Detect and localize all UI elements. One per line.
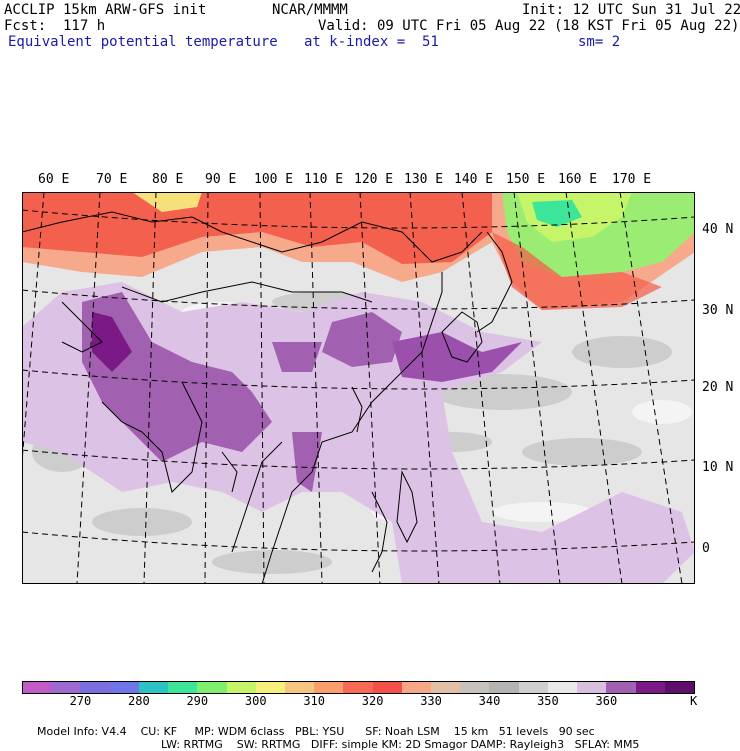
meridians	[22, 192, 683, 584]
lon-label: 80 E	[152, 172, 184, 187]
resolution-info: 15 km	[453, 725, 489, 738]
level-label: at k-index = 51	[304, 34, 439, 50]
colorbar-swatch	[372, 681, 403, 694]
colorbar-swatch	[635, 681, 666, 694]
dark-purple-tibet	[82, 292, 272, 462]
colorbar-swatch	[197, 681, 227, 694]
lon-label: 130 E	[404, 172, 444, 187]
init-time: Init: 12 UTC Sun 31 Jul 22	[522, 2, 740, 18]
colorbar-swatch	[460, 681, 490, 694]
model-title: ACCLIP 15km ARW-GFS init	[4, 2, 207, 18]
colorbar-tick-label: 300	[244, 694, 267, 708]
sf-info: SF: Noah LSM	[365, 725, 440, 738]
colorbar-swatch	[284, 681, 315, 694]
smoothing-label: sm= 2	[578, 34, 621, 50]
colorbar-swatch	[109, 681, 140, 694]
light-purple-region	[22, 282, 695, 584]
lon-label: 150 E	[506, 172, 546, 187]
warm-band-red	[22, 192, 492, 264]
dark-purple-indochina	[292, 432, 322, 492]
colorbar-tick-label: 270	[69, 694, 92, 708]
colorbar-swatch	[577, 681, 607, 694]
lat-label: 10 N	[702, 460, 734, 475]
colorbar-swatch	[664, 681, 696, 694]
lat-label: 0	[702, 541, 710, 556]
mp-info: MP: WDM 6class	[194, 725, 285, 738]
colorbar-tick-label: 340	[478, 694, 501, 708]
colorbar-tick-label: 310	[303, 694, 326, 708]
colorbar-swatch	[22, 681, 53, 694]
colorbar-unit: K	[690, 694, 698, 708]
colorbar-swatch	[547, 681, 578, 694]
forecast-hour: Fcst: 117 h	[4, 18, 106, 34]
lat-label: 20 N	[702, 380, 734, 395]
coastlines	[22, 211, 513, 584]
colorbar-swatch	[431, 681, 461, 694]
yellow-patch	[132, 192, 202, 212]
field-name: Equivalent potential temperature	[8, 34, 278, 50]
lon-label: 70 E	[96, 172, 128, 187]
model-info: Model Info: V4.4	[37, 725, 127, 738]
colorbar-swatch	[606, 681, 637, 694]
lon-label: 160 E	[558, 172, 598, 187]
colorbar-tick-label: 330	[420, 694, 442, 708]
colorbar-swatch	[489, 681, 520, 694]
red-band-east	[492, 232, 662, 310]
pbl-info: PBL: YSU	[295, 725, 345, 738]
colorbar-tick-label: 360	[595, 694, 618, 708]
colorbar-swatch	[518, 681, 549, 694]
map-frame	[22, 192, 695, 584]
lon-label: 90 E	[205, 172, 237, 187]
footer-line2: LW: RRTMG SW: RRTMG DIFF: simple KM: 2D …	[154, 725, 639, 751]
theta-e-map	[22, 192, 695, 584]
timestep-info: 90 sec	[558, 725, 595, 738]
parallels	[22, 209, 695, 552]
levels-info: 51 levels	[498, 725, 549, 738]
colorbar-swatch	[138, 681, 169, 694]
dark-purple-patch	[272, 342, 322, 372]
colorbar-swatch	[80, 681, 111, 694]
lon-label: 110 E	[304, 172, 344, 187]
organization-label: NCAR/MMMM	[272, 2, 348, 18]
valid-time: Valid: 09 UTC Fri 05 Aug 22 (18 KST Fri …	[318, 18, 740, 34]
colorbar-tick-label: 320	[361, 694, 384, 708]
colorbar-swatch	[226, 681, 257, 694]
colorbar-swatch	[343, 681, 374, 694]
lon-label: 140 E	[454, 172, 494, 187]
lat-label: 40 N	[702, 222, 734, 237]
lat-label: 30 N	[702, 303, 734, 318]
cu-info: CU: KF	[140, 725, 178, 738]
lon-label: 170 E	[612, 172, 652, 187]
colorbar-swatch	[314, 681, 344, 694]
footer-line1: Model Info: V4.4 CU: KF MP: WDM 6class P…	[30, 712, 595, 738]
colorbar-swatch	[255, 681, 286, 694]
teal-patch	[532, 200, 582, 227]
colorbar-swatch	[51, 681, 81, 694]
colorbar-tick-label: 290	[186, 694, 209, 708]
colorbar-swatch	[401, 681, 432, 694]
dark-purple-china	[322, 312, 402, 367]
colorbar-swatch	[168, 681, 198, 694]
deep-purple-core	[92, 312, 132, 372]
colorbar-tick-label: 280	[128, 694, 150, 708]
colorbar-tick-label: 350	[537, 694, 559, 708]
lon-label: 60 E	[38, 172, 70, 187]
lon-label: 120 E	[354, 172, 394, 187]
lon-label: 100 E	[254, 172, 294, 187]
